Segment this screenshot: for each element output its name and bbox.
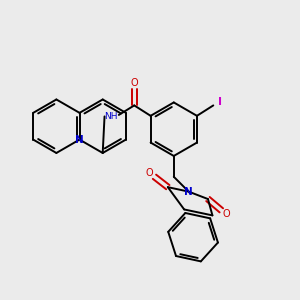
Text: O: O (223, 209, 230, 219)
Text: N: N (184, 187, 193, 196)
Text: NH: NH (104, 112, 117, 121)
Text: N: N (75, 135, 84, 145)
Text: O: O (130, 77, 138, 88)
Text: O: O (145, 168, 153, 178)
Text: I: I (218, 98, 222, 107)
